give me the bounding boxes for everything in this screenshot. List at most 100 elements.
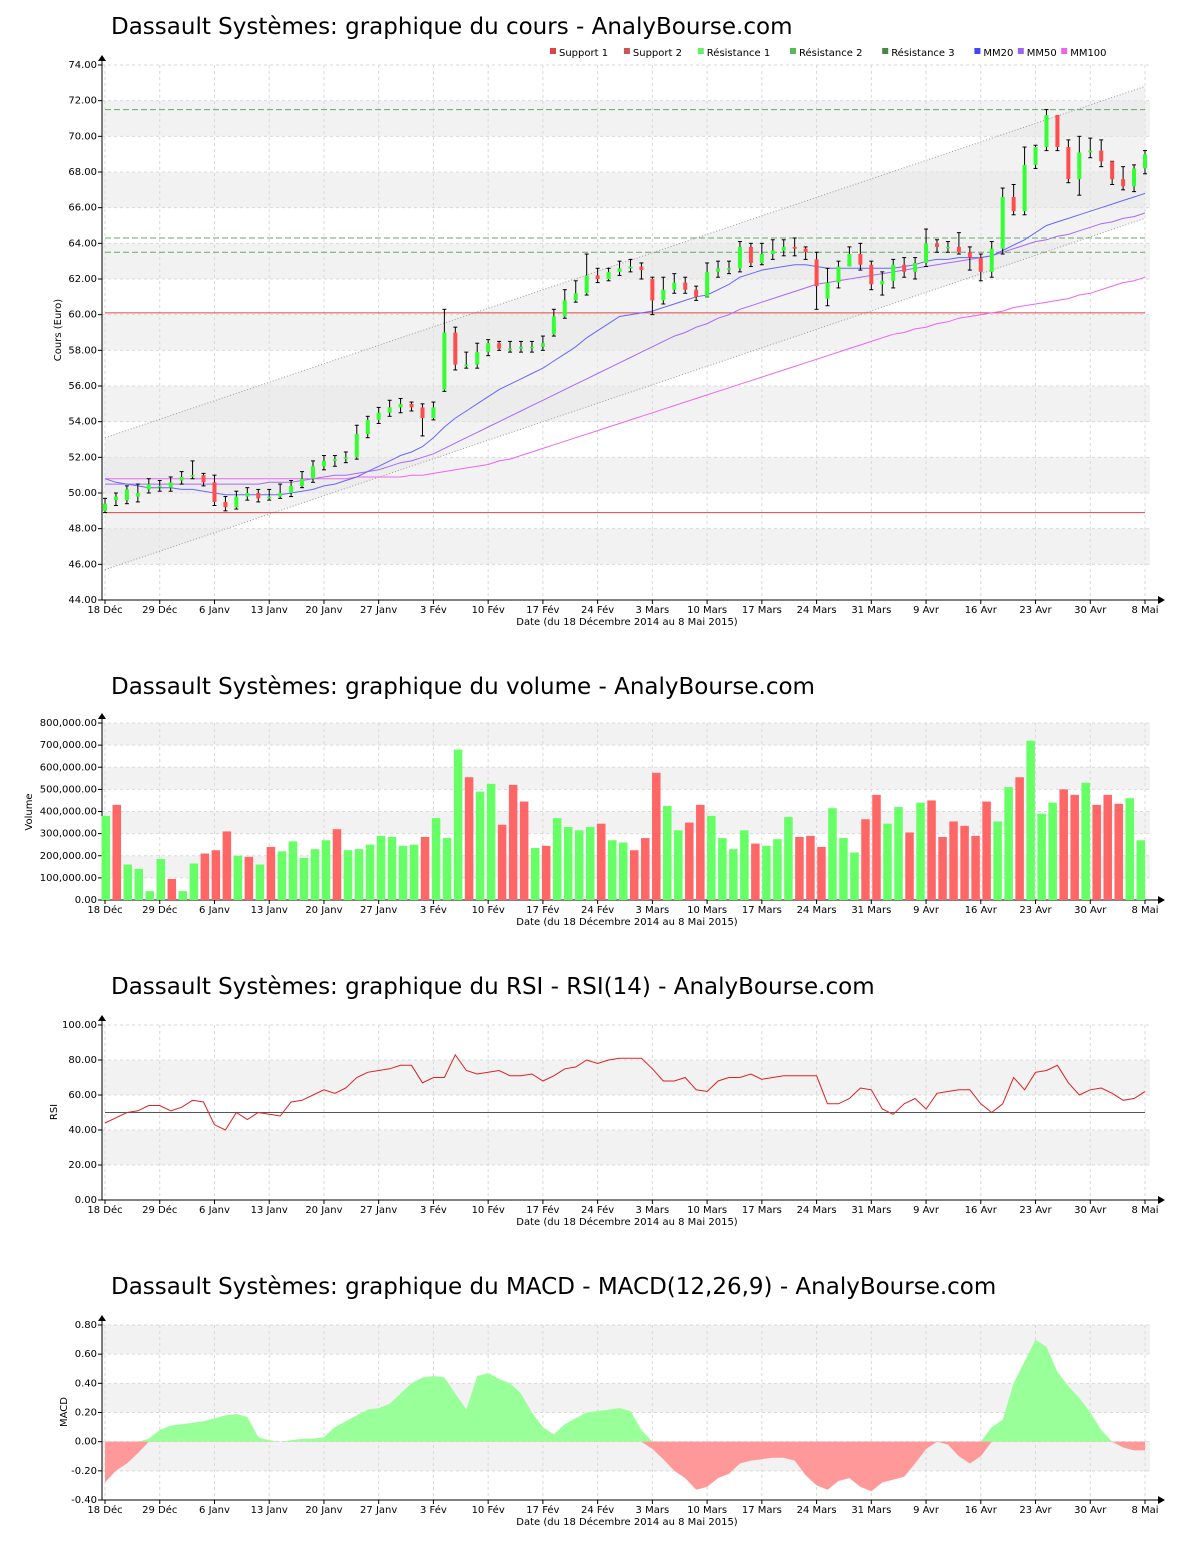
candle-body: [212, 482, 217, 502]
volume-bar: [156, 859, 166, 900]
macd-x-arrow: [1158, 1496, 1165, 1504]
volume-bar: [993, 821, 1002, 900]
candle-body: [869, 264, 874, 285]
price-band: [102, 528, 1150, 565]
volume-bar: [508, 784, 518, 900]
candle-body: [781, 246, 786, 251]
volume-bar: [255, 864, 265, 900]
price-channel-fill: [105, 86, 1145, 570]
macd-x-tick-label: 9 Avr: [913, 1505, 940, 1516]
candle-body: [924, 243, 929, 263]
rsi-x-tick-label: 31 Mars: [851, 1205, 891, 1216]
candle-body: [617, 268, 622, 272]
candle-body: [1066, 147, 1071, 180]
rsi-x-tick-label: 3 Mars: [636, 1205, 670, 1216]
candle-body: [967, 252, 972, 258]
volume-bar: [1059, 789, 1068, 900]
price-band: [102, 100, 1150, 137]
candle-body: [168, 482, 173, 488]
volume-bar: [453, 749, 463, 900]
macd-y-tick-label: 0.80: [75, 1320, 97, 1331]
rsi-x-tick-label: 8 Mai: [1131, 1205, 1158, 1216]
volume-bar: [211, 850, 221, 900]
volume-y-arrow: [98, 713, 106, 719]
rsi-x-tick-label: 9 Avr: [913, 1205, 940, 1216]
volume-bar: [596, 823, 606, 900]
volume-band: [102, 811, 1150, 834]
price-x-tick-label: 10 Mars: [687, 605, 727, 616]
candle-body: [584, 275, 589, 294]
price-y-tick-label: 46.00: [68, 559, 97, 570]
price-y-tick-label: 44.00: [68, 595, 97, 606]
volume-bar: [398, 845, 408, 900]
price-y-tick-label: 54.00: [68, 417, 97, 428]
volume-bar: [475, 791, 485, 900]
volume-bar: [431, 818, 441, 900]
price-y-tick-label: 60.00: [68, 310, 97, 321]
volume-bar: [652, 772, 661, 900]
rsi-line: [104, 1053, 1146, 1131]
candle-body: [945, 246, 950, 249]
macd-x-tick-label: 20 Janv: [305, 1505, 342, 1516]
candle-body: [836, 266, 841, 283]
price-x-tick-label: 10 Fév: [472, 604, 505, 616]
volume-x-tick-label: 16 Avr: [965, 905, 998, 916]
volume-bar: [795, 836, 804, 900]
rsi-x-tick-label: 24 Fév: [581, 1204, 614, 1216]
volume-bar: [784, 817, 793, 900]
candle-body: [1044, 114, 1049, 148]
legend-item: Support 1: [559, 48, 608, 59]
candle-body: [354, 434, 359, 458]
macd-chart: -0.40 -0.20 0.00 0.20 0.40 0.60 0.80 18 Déc 29 D…: [71, 1315, 1165, 1516]
candle-body: [278, 493, 283, 497]
candle-body: [1132, 168, 1137, 187]
macd-x-tick-label: 3 Fév: [420, 1504, 447, 1516]
volume-bar: [464, 777, 474, 900]
candle-body: [311, 466, 315, 479]
volume-bar: [200, 853, 210, 900]
volume-bar: [894, 807, 903, 900]
price-x-tick-label: 9 Avr: [913, 605, 940, 616]
macd-band: [102, 1441, 1150, 1471]
candle-body: [694, 289, 699, 297]
candle-body: [135, 493, 140, 497]
price-x-tick-label: 18 Déc: [87, 604, 122, 616]
volume-bar: [277, 851, 287, 900]
volume-x-tick-label: 31 Mars: [851, 905, 891, 916]
candle-body: [179, 476, 184, 481]
rsi-x-tick-label: 27 Janv: [360, 1205, 397, 1216]
volume-bar: [112, 804, 122, 900]
macd-negative-area: [105, 1441, 1145, 1492]
volume-y-tick-label: 500,000.00: [40, 784, 97, 795]
volume-bar: [839, 838, 848, 900]
volume-y-tick-label: 600,000.00: [40, 762, 97, 773]
volume-bar: [486, 783, 496, 900]
candle-body: [223, 501, 228, 508]
volume-bar: [905, 832, 914, 900]
volume-bar: [1103, 794, 1112, 900]
rsi-y-tick-label: 40.00: [68, 1125, 97, 1136]
mm50-line: [105, 212, 1146, 485]
volume-x-tick-label: 3 Fév: [420, 904, 447, 916]
candle-body: [124, 489, 129, 501]
volume-bar: [519, 801, 529, 900]
volume-bar: [850, 852, 859, 900]
macd-x-tick-label: 17 Fév: [526, 1504, 559, 1516]
candle-body: [201, 475, 206, 483]
rsi-x-tick-label: 20 Janv: [305, 1205, 342, 1216]
macd-y-arrow: [98, 1315, 106, 1321]
volume-y-axis-label: Volume: [24, 793, 35, 830]
price-y-tick-label: 58.00: [68, 345, 97, 356]
candle-body: [913, 262, 918, 272]
rsi-x-tick-label: 24 Mars: [797, 1205, 837, 1216]
volume-y-tick-label: 100,000.00: [40, 873, 97, 884]
candle-body: [727, 268, 731, 270]
candle-body: [1000, 196, 1005, 249]
volume-bar: [343, 850, 353, 900]
volume-bar: [707, 815, 716, 900]
candle-body: [420, 407, 425, 419]
candle-body: [442, 332, 447, 390]
candle-body: [300, 478, 305, 486]
volume-bar: [1092, 804, 1101, 900]
